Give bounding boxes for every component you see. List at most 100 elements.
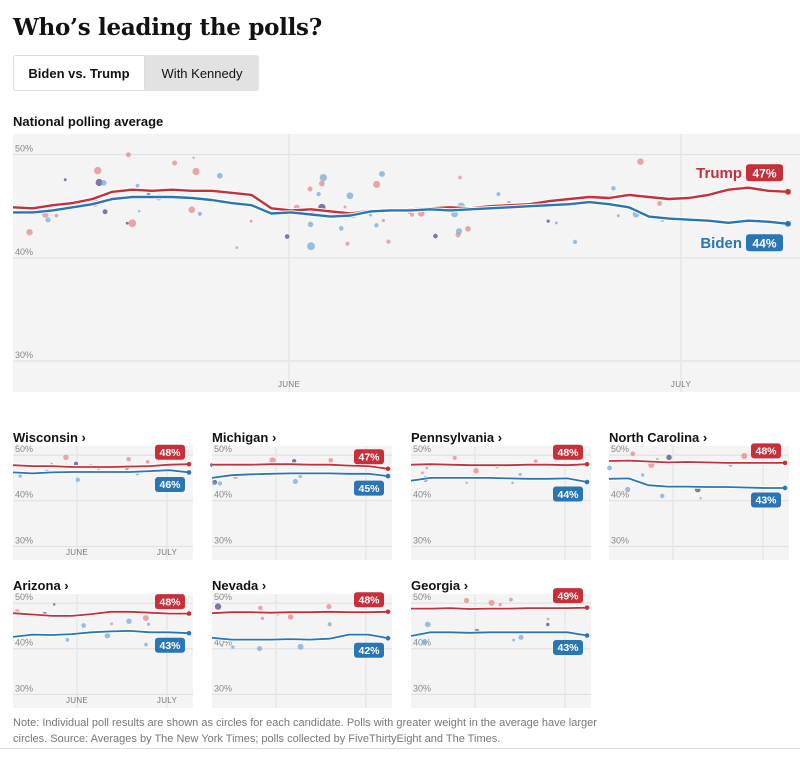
y-tick-label: 50% [413,592,431,602]
y-tick-label: 50% [611,444,629,454]
badge-box [746,234,783,252]
series-end-dot [385,609,391,615]
badge-value: 44% [557,489,579,501]
series-line-biden [13,195,789,225]
poll-circle [420,471,424,475]
poll-circle [269,457,276,464]
state-title-nevada[interactable]: Nevada › [212,578,267,593]
state-title-pennsylvania[interactable]: Pennsylvania › [411,430,503,445]
poll-circle [146,622,151,626]
badge-box [751,443,781,459]
poll-circle [125,221,129,225]
poll-circle [110,622,114,626]
source-note: Note: Individual poll results are shown … [13,717,597,745]
badge-box [553,639,583,655]
y-tick-label: 30% [15,350,33,360]
y-tick-label: 30% [15,535,33,545]
value-badge-trump: 48% [354,592,384,608]
poll-circle [458,175,462,180]
poll-circle [572,239,578,245]
value-badge-biden: 46% [155,476,185,492]
state-chart-nevada[interactable]: 50% 40% 30% 48% 42% [211,592,392,708]
state-chart-north-carolina[interactable]: 50% 40% 30% 48% 43% [607,443,789,560]
series-end-dot [385,473,391,479]
state-chart-michigan[interactable]: 50% 40% 30% 47% 45% [209,444,392,560]
badge-value: 45% [358,483,380,495]
badge-value: 48% [557,447,579,459]
state-chart-pennsylvania[interactable]: 50% 40% 30% 48% 44% [410,444,591,560]
poll-circle [102,209,108,215]
badge-box [354,642,384,658]
poll-circle [100,179,107,186]
poll-circle [54,213,59,218]
state-chart-georgia[interactable]: 50%40%30%49%43% [410,588,591,708]
state-title-georgia[interactable]: Georgia › [411,578,469,593]
poll-circle [249,219,253,223]
y-tick-label: 40% [15,247,33,257]
poll-circle [345,241,350,246]
series-line-trump [12,463,190,468]
badge-box [155,594,185,610]
poll-circle [95,178,103,187]
poll-circle [298,474,303,479]
poll-circle [142,615,149,622]
y-tick-label: 30% [15,683,33,693]
y-tick-label: 50% [214,592,232,602]
poll-circle [381,218,385,223]
poll-circle [518,472,522,477]
series-line-trump [608,459,785,464]
series-line-biden [410,631,588,637]
series-end-dot [385,466,391,472]
value-badge-trump: 48% [751,443,781,459]
x-tick-label: JULY [671,380,692,389]
state-title-arizona[interactable]: Arizona › [13,578,69,593]
badge-value: 47% [358,452,380,464]
state-title-michigan[interactable]: Michigan › [212,430,277,445]
poll-circle [128,219,137,228]
series-line-biden [211,633,389,641]
state-chart-wisconsin[interactable]: 50% 40% 30% JUNE JULY 48% 46% [12,444,193,560]
poll-circle [425,466,429,470]
series-end-dot [782,485,788,491]
state-chart-arizona[interactable]: 50% 40% 30% JUNE JULY 48% 43% [12,592,193,708]
state-title-north-carolina[interactable]: North Carolina › [609,430,708,445]
y-tick-label: 50% [15,444,33,454]
poll-circle [188,206,196,214]
poll-circle [307,242,315,251]
badge-value: 43% [159,640,181,652]
series-line-trump [211,610,389,615]
y-tick-label: 50% [15,144,33,154]
poll-circle [63,454,69,461]
poll-circle [369,213,373,217]
poll-circle [192,167,200,176]
poll-circle [640,473,645,477]
series-line-biden [12,630,190,638]
y-tick-label: 50% [15,592,33,602]
poll-circle [465,481,468,485]
badge-value: 42% [358,645,380,657]
tab-with-kennedy[interactable]: With Kennedy [145,55,259,91]
series-end-dot [186,630,192,636]
y-tick-label: 30% [413,683,431,693]
badge-box [751,492,781,508]
poll-circle [45,217,51,223]
series-name-label: Biden [700,235,742,252]
badge-value: 48% [358,595,380,607]
poll-circle [508,597,513,602]
poll-circle [424,621,431,628]
poll-circle [26,229,33,236]
tab-biden-vs-trump[interactable]: Biden vs. Trump [13,55,145,91]
headline: Who’s leading the polls? [13,14,322,41]
y-tick-label: 30% [611,535,629,545]
poll-circle [666,454,672,461]
poll-circle [144,642,148,647]
state-title-wisconsin[interactable]: Wisconsin › [13,430,86,445]
poll-circle [65,638,70,642]
poll-circle [52,603,56,606]
y-tick-label: 30% [413,535,431,545]
series-end-dot [584,479,590,485]
poll-circle [172,160,178,166]
value-badge-biden: 43% [553,639,583,655]
y-tick-label: 40% [413,490,431,500]
badge-value: 49% [557,590,579,602]
